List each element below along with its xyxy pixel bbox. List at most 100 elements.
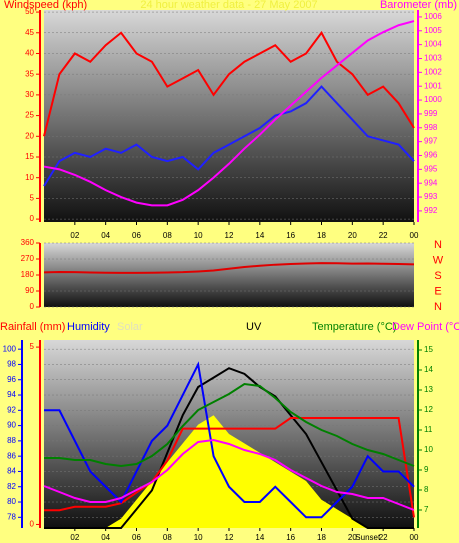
line [43,262,415,274]
x-tick-label: 12 [225,533,234,542]
line [43,30,415,137]
tick-label: 7 [424,505,429,514]
area [44,415,414,528]
tick-label: 92 [7,405,16,414]
tick-label: 1001 [424,81,442,90]
tick-label: 84 [7,467,16,476]
tick-label: 1000 [424,95,442,104]
x-tick-label: 18 [317,533,326,542]
tick-label: 45 [25,28,34,37]
tick-label: 5 [30,342,35,351]
tick-label: 98 [7,360,16,369]
tick-label: 1006 [424,12,442,21]
legend-label: Dew Point (°C [392,321,459,333]
y2-axis-label: Barometer (mb) [380,0,457,11]
tick-label: 1003 [424,54,442,63]
tick-label: 992 [424,206,438,215]
x-tick-label: 02 [70,533,79,542]
x-tick-label: 20 [348,533,357,542]
line [43,438,415,511]
legend-label: Rainfall (mm) [0,321,65,333]
x-tick-label: 06 [132,231,141,240]
x-tick-label: 14 [255,231,264,240]
tick-label: 993 [424,192,438,201]
x-tick-label: 04 [101,533,110,542]
direction-label: N [434,239,442,251]
tick-label: 994 [424,178,438,187]
x-tick-label: 10 [194,231,203,240]
line [43,20,415,207]
x-tick-label: 22 [379,533,388,542]
tick-label: 1005 [424,26,442,35]
tick-label: 35 [25,69,34,78]
line [44,417,415,518]
tick-label: 96 [7,375,16,384]
x-tick-label: 18 [317,231,326,240]
tick-label: 15 [424,345,433,354]
x-tick-label: 08 [163,231,172,240]
x-tick-label: 00 [410,231,419,240]
tick-label: 8 [424,485,429,494]
tick-label: 100 [3,344,17,353]
x-tick-label: 10 [194,533,203,542]
tick-label: 25 [25,111,34,120]
tick-label: 0 [30,302,35,311]
line [43,85,415,187]
tick-label: 10 [424,445,433,454]
line [44,382,415,468]
tick-label: 9 [424,465,429,474]
line [44,361,415,519]
legend-label: UV [246,321,262,333]
tick-label: 90 [25,286,34,295]
legend-label: Solar [117,321,143,333]
annotation: Sunset [355,533,381,542]
x-tick-label: 22 [379,231,388,240]
tick-label: 997 [424,137,438,146]
tick-label: 0 [30,214,35,223]
tick-label: 999 [424,109,438,118]
direction-label: S [434,270,441,282]
y-axis-label: Windspeed (kph) [4,0,87,11]
direction-label: W [433,254,444,266]
x-tick-label: 08 [163,533,172,542]
chart-title: 24 hour weather data - 27 May 2007 [140,0,317,11]
tick-label: 15 [25,152,34,161]
x-tick-label: 00 [410,533,419,542]
tick-label: 78 [7,512,16,521]
x-tick-label: 12 [225,231,234,240]
tick-label: 995 [424,164,438,173]
tick-label: 360 [21,238,35,247]
x-tick-label: 16 [286,533,295,542]
x-tick-label: 20 [348,231,357,240]
x-tick-label: 04 [101,231,110,240]
line [44,367,414,529]
x-tick-label: 02 [70,231,79,240]
tick-label: 20 [25,131,34,140]
tick-label: 12 [424,405,433,414]
tick-label: 82 [7,482,16,491]
x-tick-label: 06 [132,533,141,542]
tick-label: 30 [25,90,34,99]
tick-label: 90 [7,421,16,430]
direction-label: N [434,301,442,313]
tick-label: 0 [30,520,35,529]
legend-label: Temperature (°C) [312,321,396,333]
tick-label: 998 [424,123,438,132]
tick-label: 10 [25,173,34,182]
tick-label: 270 [21,254,35,263]
tick-label: 1004 [424,40,442,49]
tick-label: 180 [21,270,35,279]
tick-label: 88 [7,436,16,445]
x-tick-label: 16 [286,231,295,240]
tick-label: 1002 [424,67,442,76]
tick-label: 13 [424,385,433,394]
tick-label: 5 [30,194,35,203]
tick-label: 14 [424,365,433,374]
tick-label: 996 [424,151,438,160]
tick-label: 86 [7,451,16,460]
tick-label: 94 [7,390,16,399]
x-tick-label: 14 [255,533,264,542]
tick-label: 80 [7,497,16,506]
legend-label: Humidity [67,321,110,333]
